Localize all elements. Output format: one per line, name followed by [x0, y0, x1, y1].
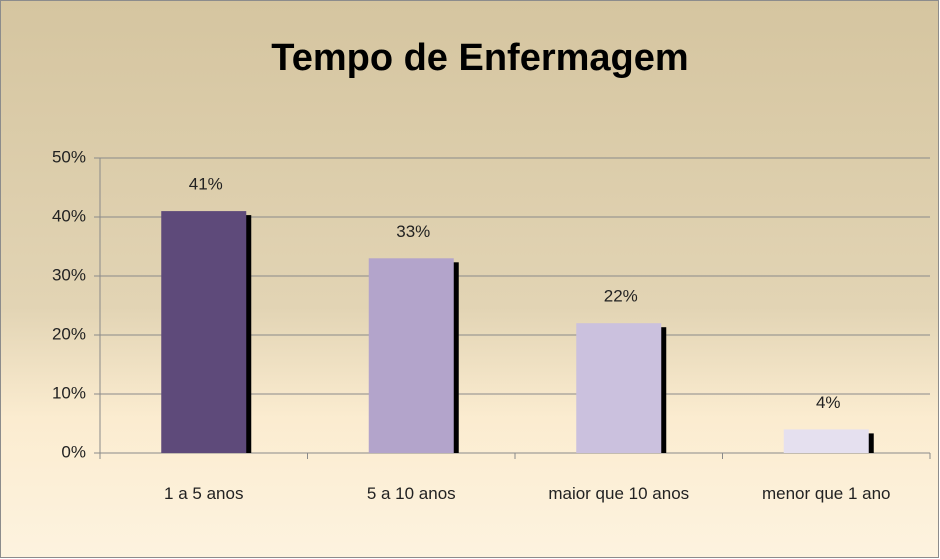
- x-tick-label-box: menor que 1 ano: [761, 484, 891, 503]
- bar: [161, 211, 247, 453]
- x-tick-label-box: maior que 10 anos: [548, 484, 690, 503]
- x-tick-label: 1 a 5 anos: [164, 484, 244, 503]
- chart-title: Tempo de Enfermagem: [271, 37, 688, 79]
- data-label: 41%: [189, 175, 223, 194]
- bar: [368, 258, 454, 453]
- y-tick-label: 0%: [61, 442, 86, 461]
- y-tick-label: 50%: [52, 147, 86, 166]
- y-tick-label: 40%: [52, 206, 86, 225]
- y-tick-label: 10%: [52, 383, 86, 402]
- x-tick-label: maior que 10 anos: [548, 484, 690, 503]
- bar: [783, 429, 869, 453]
- data-label: 22%: [604, 287, 638, 306]
- y-tick-label: 30%: [52, 265, 86, 284]
- data-label: 33%: [396, 222, 430, 241]
- x-tick-label: menor que 1 ano: [761, 484, 891, 503]
- data-label: 4%: [816, 393, 841, 412]
- y-tick-label: 20%: [52, 324, 86, 343]
- x-tick-label-box: 5 a 10 anos: [366, 484, 456, 503]
- x-tick-label-box: 1 a 5 anos: [164, 484, 244, 503]
- x-tick-label: 5 a 10 anos: [366, 484, 456, 503]
- bar: [576, 323, 662, 453]
